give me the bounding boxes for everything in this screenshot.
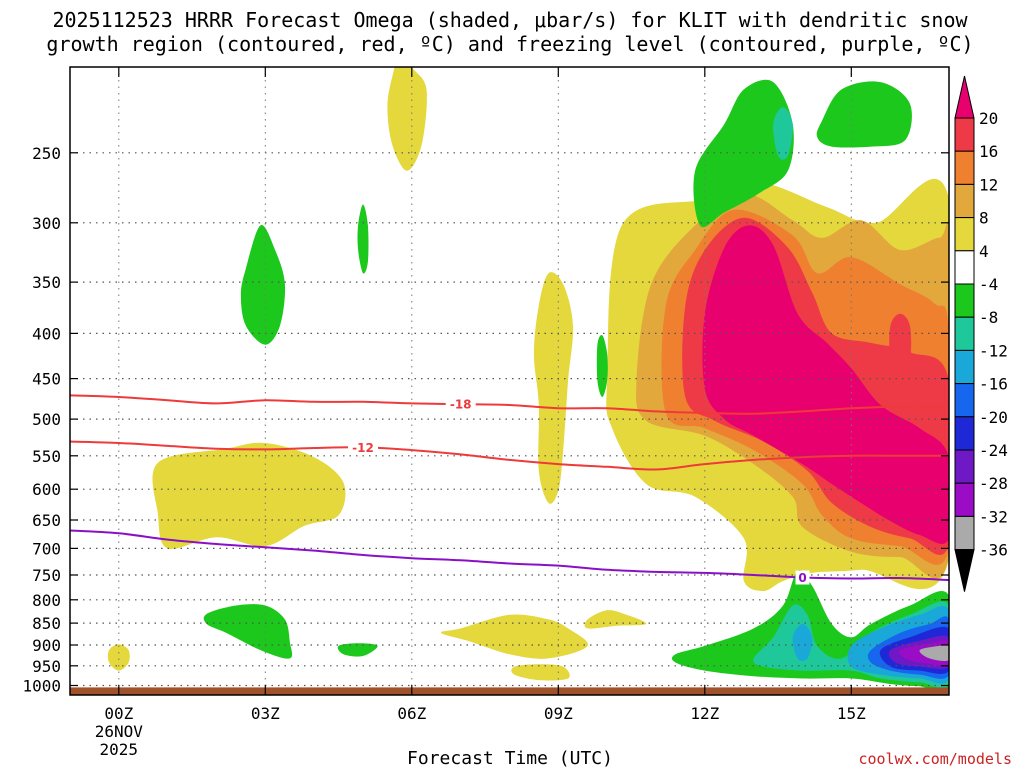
omega-region-14 — [357, 204, 369, 274]
contour-label-dgz-minus18: -18 — [450, 398, 472, 412]
y-tick-label-350: 350 — [32, 273, 61, 292]
contour-labels: -18 -12 0 — [348, 397, 810, 585]
colorbar-label-16: 16 — [979, 142, 998, 161]
colorbar-swatch-12 — [954, 183, 975, 219]
colorbar-swatch--4 — [954, 283, 975, 318]
chart-title-line1: 2025112523 HRRR Forecast Omega (shaded, … — [52, 8, 968, 32]
colorbar-swatch--32 — [954, 515, 975, 551]
colorbar-swatch--8 — [954, 316, 975, 351]
gridlines — [70, 67, 949, 695]
y-tick-label-450: 450 — [32, 370, 61, 389]
colorbar-swatch--16 — [954, 383, 975, 418]
y-tick-label-300: 300 — [32, 214, 61, 233]
y-tick-label-700: 700 — [32, 539, 61, 558]
y-tick-label-750: 750 — [32, 566, 61, 585]
contour-dgz-minus18 — [70, 394, 949, 415]
omega-region-29 — [919, 644, 949, 661]
terrain-ground — [70, 687, 949, 695]
colorbar-label-8: 8 — [979, 209, 989, 228]
colorbar-swatch--28 — [954, 482, 975, 517]
colorbar-label--24: -24 — [979, 441, 1008, 460]
omega-region-10 — [584, 610, 647, 629]
colorbar-label--8: -8 — [979, 308, 998, 327]
omega-region-23 — [792, 624, 813, 662]
colorbar-swatch--12 — [954, 349, 975, 385]
colorbar-label--36: -36 — [979, 541, 1008, 560]
colorbar-swatch--20 — [954, 416, 975, 451]
omega-region-6 — [152, 442, 346, 550]
omega-region-11 — [511, 664, 570, 681]
omega-region-5 — [889, 313, 912, 367]
contour-label-dgz-minus12: -12 — [352, 441, 374, 455]
y-tick-label-400: 400 — [32, 324, 61, 343]
omega-region-13 — [240, 225, 286, 345]
y-tick-label-950: 950 — [32, 657, 61, 676]
omega-region-15 — [596, 334, 608, 397]
omega-region-16 — [203, 604, 293, 659]
colorbar-top-arrow — [954, 75, 975, 119]
contour-label-bg-dgz-minus12 — [348, 440, 378, 455]
omega-region-8 — [533, 272, 574, 504]
colorbar-swatch--24 — [954, 449, 975, 484]
y-tick-label-850: 850 — [32, 614, 61, 633]
y-tick-label-650: 650 — [32, 511, 61, 530]
colorbar-label-12: 12 — [979, 175, 998, 194]
chart-title-line2: growth region (contoured, red, ºC) and f… — [46, 32, 973, 56]
omega-region-12 — [107, 644, 130, 671]
contour-label-bg-dgz-minus18 — [445, 397, 476, 412]
x-tick-label-06Z: 06Z — [397, 704, 426, 723]
x-tick-label-15Z: 15Z — [837, 704, 866, 723]
y-tick-label-250: 250 — [32, 144, 61, 163]
y-tick-label-900: 900 — [32, 636, 61, 655]
omega-region-4 — [702, 225, 949, 544]
colorbar-label--20: -20 — [979, 408, 1008, 427]
y-tick-label-500: 500 — [32, 410, 61, 429]
terrain-layer — [70, 687, 949, 695]
colorbar-swatch-8 — [954, 217, 975, 252]
omega-region-21 — [773, 107, 793, 160]
colorbar-swatch-16 — [954, 150, 975, 185]
omega-region-17 — [337, 643, 378, 657]
colorbar-label-4: 4 — [979, 242, 989, 261]
x-tick-label-12Z: 12Z — [690, 704, 719, 723]
colorbar: 20 16 12 8 4 -4 -8 -12 -16 -20 -24 -28 -32 -36 — [954, 75, 1008, 592]
omega-shading-layer — [107, 67, 949, 693]
colorbar-label--32: -32 — [979, 507, 1008, 526]
y-tick-label-600: 600 — [32, 480, 61, 499]
colorbar-bottom-arrow — [954, 549, 975, 592]
contour-label-freezing-level: 0 — [798, 571, 806, 585]
omega-region-7 — [387, 67, 427, 171]
plot-frame — [69, 66, 950, 696]
colorbar-swatch-20 — [954, 117, 975, 152]
x-tick-label-03Z: 03Z — [251, 704, 280, 723]
y-tick-label-1000: 1000 — [22, 677, 61, 696]
x-tick-year-00Z: 2025 — [100, 740, 139, 759]
x-tick-label-00Z: 00Z — [104, 704, 133, 723]
x-tick-label-09Z: 09Z — [544, 704, 573, 723]
x-tick-date-00Z: 26NOV — [95, 722, 144, 741]
colorbar-swatch-4 — [954, 250, 975, 285]
x-axis-label: Forecast Time (UTC) — [407, 748, 613, 768]
colorbar-label--12: -12 — [979, 341, 1008, 360]
omega-region-9 — [440, 614, 589, 659]
omega-region-19 — [816, 81, 912, 148]
y-axis: 250 300 350 400 450 500 550 600 650 700 750 800 850 9… — [22, 144, 949, 696]
contour-label-bg-freezing-level — [795, 570, 810, 585]
contour-dgz-minus12 — [70, 440, 949, 471]
colorbar-label--28: -28 — [979, 474, 1008, 493]
colorbar-label--16: -16 — [979, 375, 1008, 394]
y-tick-label-800: 800 — [32, 591, 61, 610]
colorbar-label-20: 20 — [979, 109, 998, 128]
credit-text: coolwx.com/models — [858, 750, 1012, 768]
omega-region-18 — [693, 79, 794, 228]
y-tick-label-550: 550 — [32, 447, 61, 466]
colorbar-label--4: -4 — [979, 275, 998, 294]
